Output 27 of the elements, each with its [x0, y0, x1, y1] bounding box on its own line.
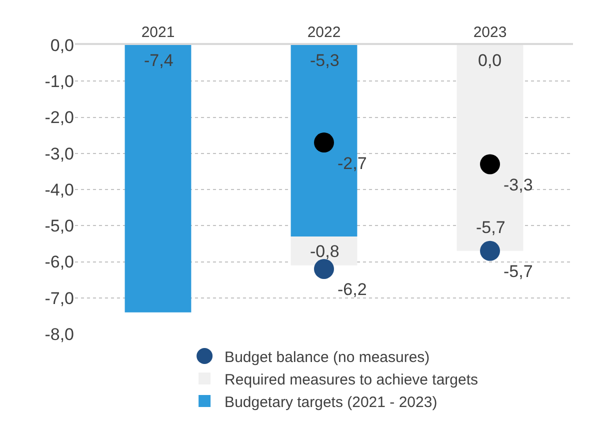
y-tick-label: -2,0: [44, 108, 74, 128]
data-label: 0,0: [478, 51, 502, 70]
data-label: -7,4: [144, 51, 174, 70]
y-tick-label: -3,0: [44, 144, 74, 164]
legend-label: Required measures to achieve targets: [224, 371, 478, 388]
data-label: -6,2: [338, 280, 367, 300]
data-label: -5,3: [310, 51, 340, 70]
data-label: -5,7: [476, 218, 506, 237]
y-tick-label: -7,0: [44, 288, 74, 308]
legend-label: Budget balance (no measures): [224, 348, 430, 366]
y-tick-label: -8,0: [44, 324, 74, 344]
y-tick-label: -6,0: [44, 252, 74, 272]
data-label: -5,7: [504, 262, 533, 282]
legend-label: Budgetary targets (2021 - 2023): [224, 394, 438, 411]
y-tick-label: -4,0: [44, 180, 74, 200]
data-label: -0,8: [310, 242, 340, 261]
x-tick-label: 2022: [307, 24, 341, 41]
y-tick-label: -1,0: [44, 72, 74, 92]
x-tick-label: 2023: [473, 24, 507, 41]
point: [480, 240, 500, 261]
point: [314, 132, 334, 153]
point: [314, 258, 334, 279]
point: [480, 154, 500, 174]
y-tick-label: 0,0: [50, 36, 74, 55]
y-tick-label: -5,0: [44, 216, 74, 236]
x-tick-label: 2021: [141, 24, 175, 41]
data-label: -3,3: [504, 175, 533, 194]
